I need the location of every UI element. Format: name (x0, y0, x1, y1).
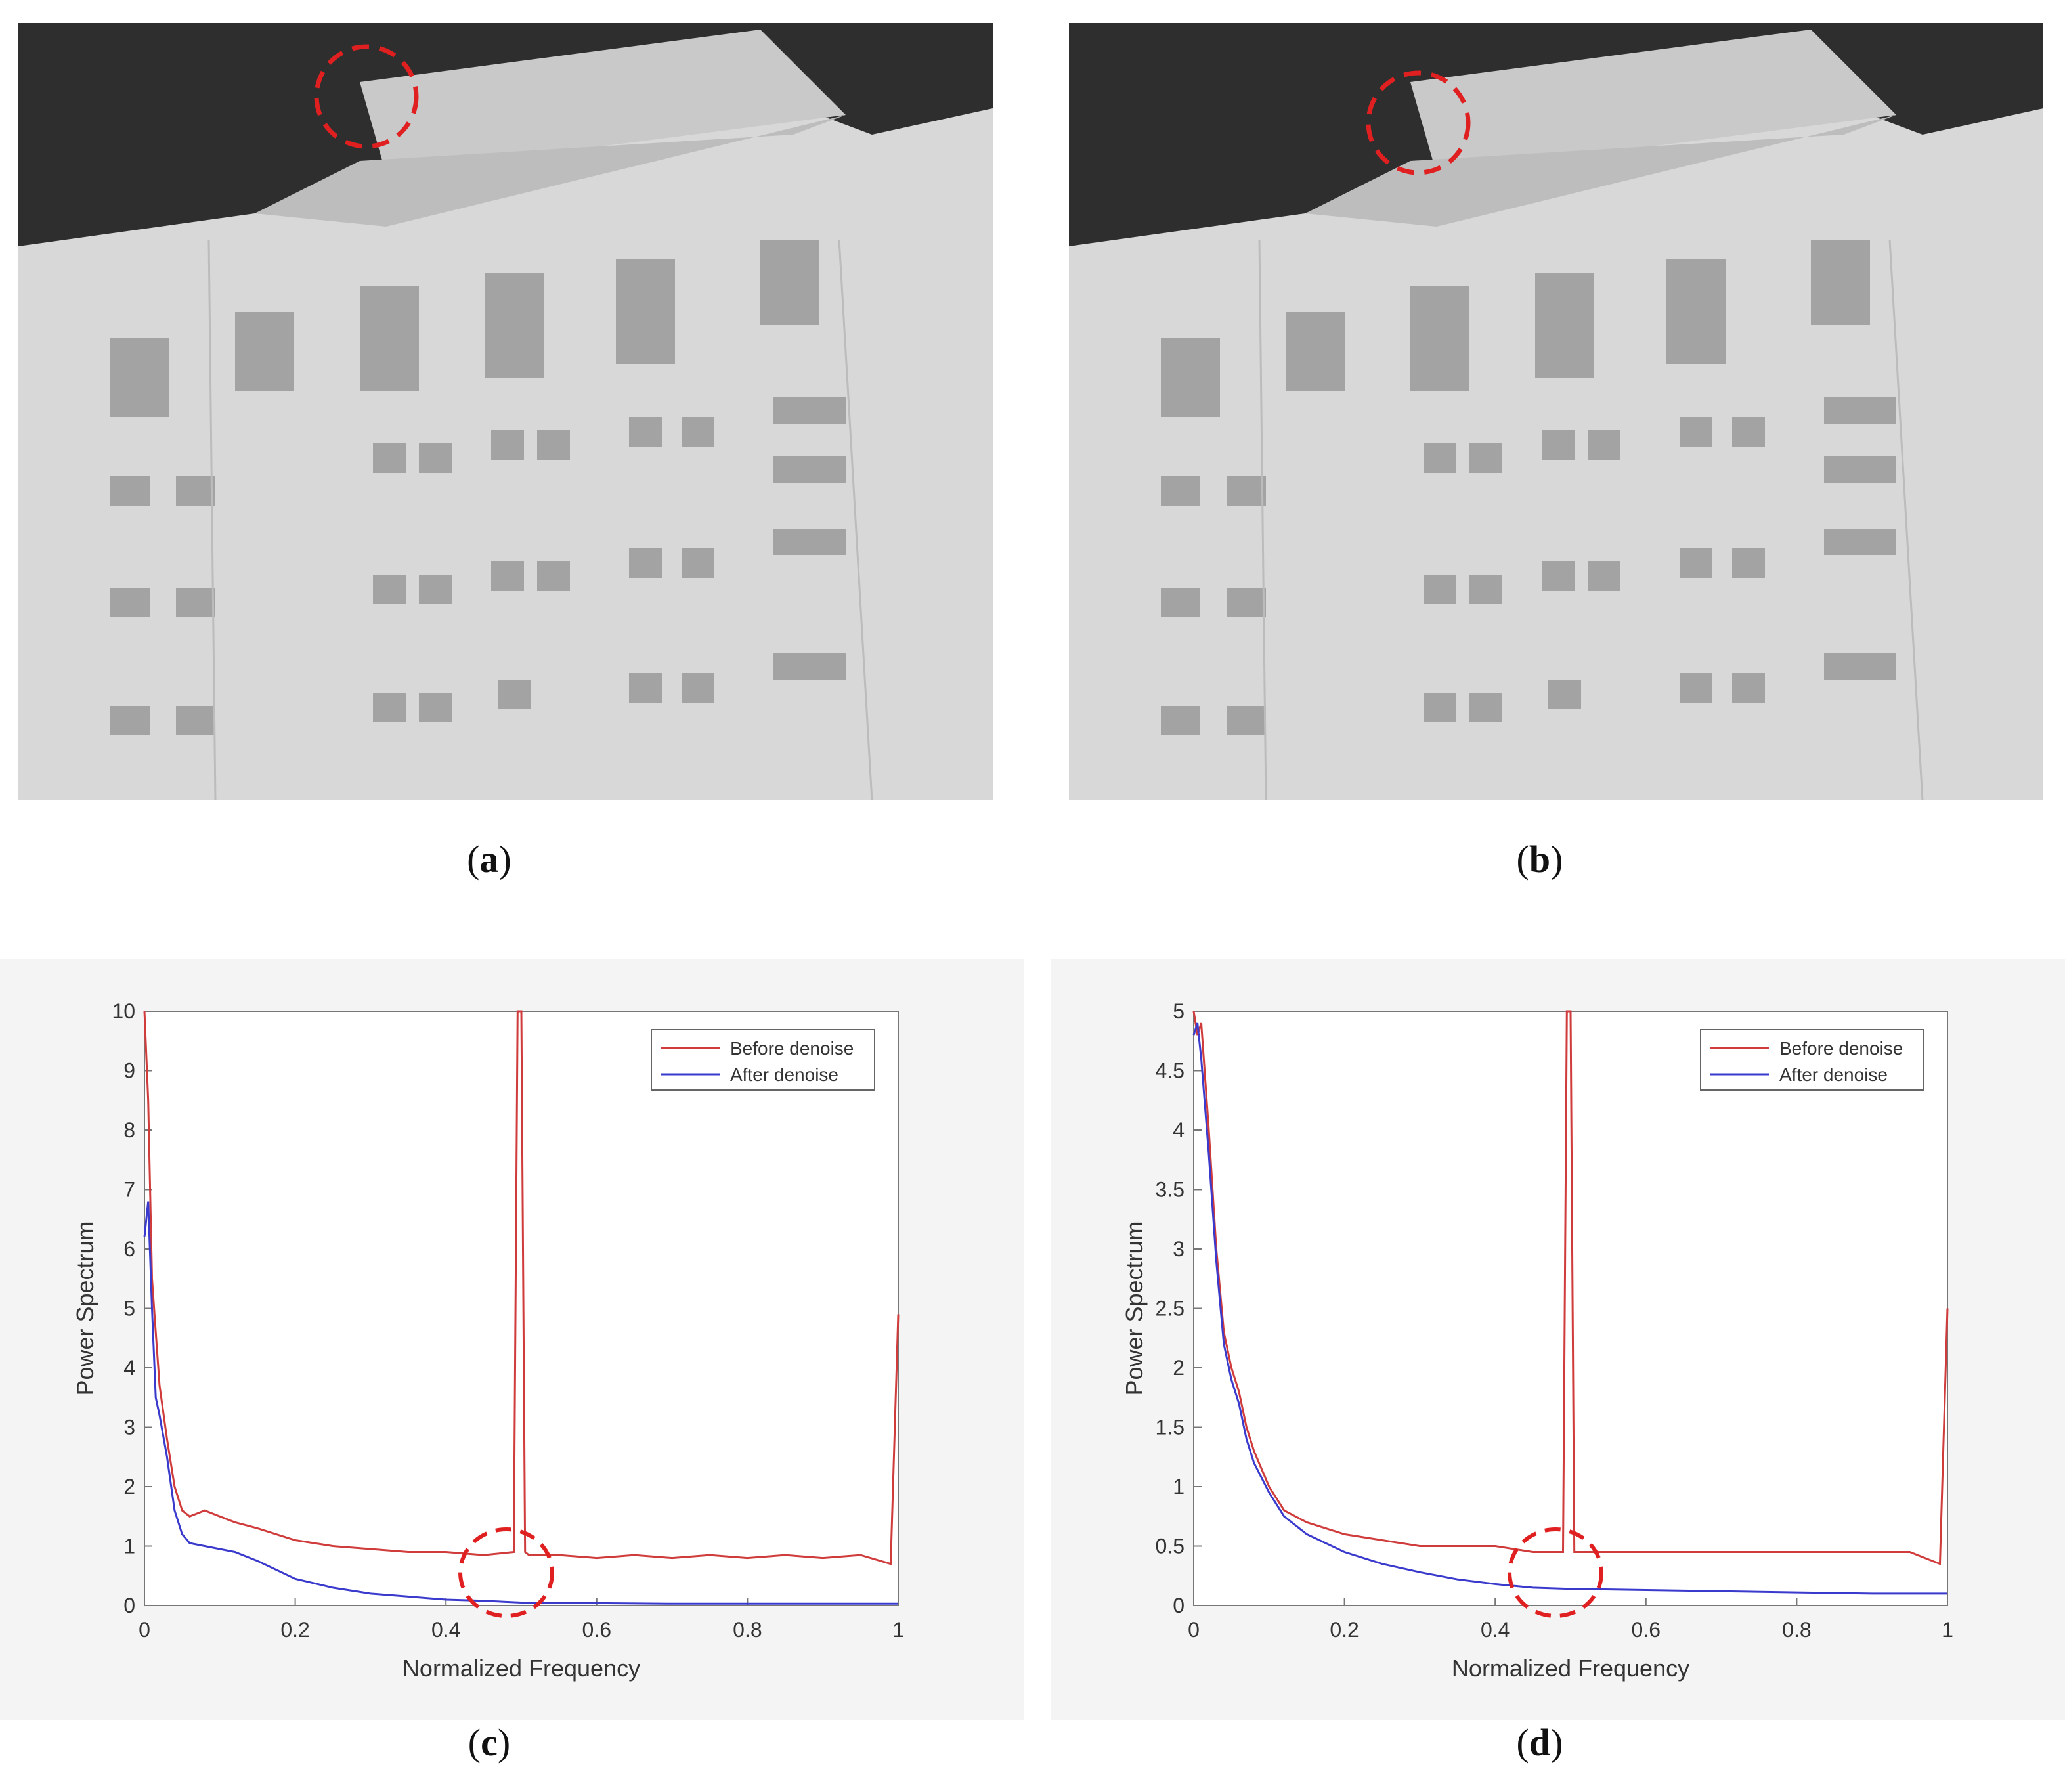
building-illustration-a (18, 23, 993, 800)
highlight-circle (458, 1527, 555, 1618)
legend-box (1700, 1029, 1924, 1091)
x-tick-label: 0.2 (1330, 1618, 1359, 1642)
x-tick-label: 0.4 (431, 1618, 460, 1642)
legend-label: After denoise (1779, 1064, 1888, 1085)
x-axis-label: Normalized Frequency (402, 1655, 640, 1682)
y-tick-label: 3 (1173, 1237, 1185, 1261)
y-tick-label: 1 (123, 1535, 135, 1558)
x-tick-label: 1 (1942, 1618, 1953, 1642)
series-line-after-denoise (143, 1201, 898, 1605)
y-tick-label: 7 (123, 1178, 135, 1202)
x-tick-label: 0.2 (280, 1618, 309, 1642)
y-tick-label: 5 (123, 1297, 135, 1321)
y-tick-label: 4.5 (1156, 1059, 1185, 1083)
y-tick-label: 1.5 (1156, 1416, 1185, 1439)
y-tick-label: 9 (123, 1059, 135, 1083)
legend-label: Before denoise (1779, 1038, 1903, 1059)
y-tick-label: 2 (1173, 1356, 1185, 1380)
highlight-circle-a (314, 44, 419, 149)
series-line-after-denoise (1192, 1022, 1947, 1595)
legend-box (651, 1029, 875, 1091)
power-spectrum-chart-d: 0 0.2 0.4 0.6 0.8 1 0 0.5 1 1.5 2 2.5 3 3.5 4 4.5 5 Norma… (1051, 959, 2065, 1720)
x-tick-label: 0.8 (1782, 1618, 1811, 1642)
series-line-before-denoise (1192, 1010, 1949, 1565)
y-tick-label: 4 (123, 1356, 135, 1380)
y-tick-label: 0.5 (1156, 1535, 1185, 1558)
x-tick-label: 0.6 (582, 1618, 611, 1642)
highlight-circle-b (1366, 70, 1471, 175)
x-tick-label: 0.8 (733, 1618, 762, 1642)
y-tick-label: 5 (1173, 999, 1185, 1023)
y-axis-label: Power Spectrum (72, 1221, 98, 1395)
building-illustration-b (1069, 23, 2043, 800)
y-tick-label: 1 (1173, 1475, 1185, 1498)
y-tick-label: 0 (123, 1594, 135, 1617)
y-tick-label: 3 (123, 1416, 135, 1439)
y-tick-label: 6 (123, 1237, 135, 1261)
legend-label: After denoise (730, 1064, 838, 1085)
y-tick-label: 2 (123, 1475, 135, 1498)
caption-d: (d) (1516, 1721, 1563, 1764)
caption-a: (a) (467, 838, 511, 881)
thermal-image-before (18, 23, 993, 800)
caption-b: (b) (1516, 838, 1563, 881)
thermal-image-after (1069, 23, 2043, 800)
highlight-circle (1508, 1527, 1604, 1618)
y-tick-label: 0 (1173, 1594, 1185, 1617)
series-line-before-denoise (143, 1010, 900, 1565)
y-axis-label: Power Spectrum (1121, 1221, 1148, 1395)
y-tick-label: 8 (123, 1118, 135, 1142)
x-axis-label: Normalized Frequency (1452, 1655, 1689, 1682)
caption-c: (c) (467, 1721, 511, 1764)
legend-label: Before denoise (730, 1038, 854, 1059)
x-tick-label: 1 (892, 1618, 904, 1642)
y-tick-label: 4 (1173, 1118, 1185, 1142)
x-tick-label: 0 (1188, 1618, 1200, 1642)
y-tick-label: 10 (112, 999, 135, 1023)
y-tick-label: 3.5 (1156, 1178, 1185, 1202)
x-tick-label: 0 (139, 1618, 150, 1642)
x-tick-label: 0.4 (1481, 1618, 1510, 1642)
x-tick-label: 0.6 (1632, 1618, 1661, 1642)
y-tick-label: 2.5 (1156, 1297, 1185, 1321)
